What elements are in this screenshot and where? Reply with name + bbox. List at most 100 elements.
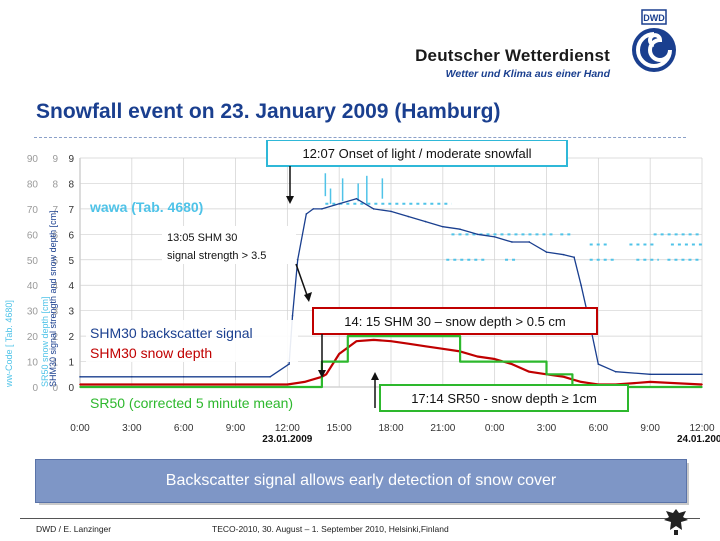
y-tick-label: 10 xyxy=(27,358,39,369)
legend-wawa: wawa (Tab. 4680) xyxy=(89,199,203,215)
series-point xyxy=(545,251,548,253)
series-point xyxy=(701,386,703,388)
series-point xyxy=(372,339,375,341)
onset-arrowhead xyxy=(286,196,294,204)
series-point xyxy=(288,363,290,365)
x-tick-label: 18:00 xyxy=(378,423,403,434)
y-tick-label: 8 xyxy=(68,179,74,190)
series-point xyxy=(376,335,379,337)
series-point xyxy=(459,335,461,337)
series-point xyxy=(79,376,81,378)
series-point xyxy=(355,340,358,342)
federal-eagle-icon xyxy=(662,506,690,536)
dwd-wordmark: Deutscher Wetterdienst Wetter und Klima … xyxy=(415,46,610,80)
series-point xyxy=(296,258,299,261)
chart-annotations: 12:07 Onset of light / moderate snowfall… xyxy=(162,140,629,412)
y-tick-label: 1 xyxy=(68,358,74,369)
series-point xyxy=(303,381,306,383)
y-tick-label: 3 xyxy=(52,307,58,318)
onset-annotation-label: 12:07 Onset of light / moderate snowfall xyxy=(302,146,531,161)
legend-sr50-box xyxy=(86,391,354,413)
y-tick-label: 80 xyxy=(27,179,39,190)
shm-signal-annotation-box xyxy=(162,226,296,264)
y-tick-label: 9 xyxy=(68,154,74,165)
series-point xyxy=(562,376,565,378)
series-point xyxy=(269,383,271,386)
y-axis-label: ww-Code [ Tab. 4680] xyxy=(4,300,14,388)
series-point xyxy=(131,376,133,378)
series-point xyxy=(424,345,427,348)
sr50-annotation-box xyxy=(379,384,629,412)
series-point xyxy=(347,360,349,363)
x-tick-label: 3:00 xyxy=(122,423,142,434)
x-tick-label: 15:00 xyxy=(327,423,352,434)
y-tick-label: 7 xyxy=(52,205,58,216)
x-tick-label: 6:00 xyxy=(589,423,609,434)
series-point xyxy=(321,208,323,210)
footer-divider xyxy=(20,518,700,519)
series-point xyxy=(355,197,358,200)
y-tick-label: 2 xyxy=(52,332,58,343)
shm-signal-arrowhead xyxy=(304,292,312,302)
series-point xyxy=(528,241,531,243)
series-point xyxy=(338,353,340,355)
y-tick-label: 40 xyxy=(27,281,39,292)
y-axis-label: SHM30 signal strength and snow depth [cm… xyxy=(48,210,58,387)
series-point xyxy=(321,386,323,388)
series-point xyxy=(649,373,651,376)
x-tick-label: 6:00 xyxy=(174,423,194,434)
y-tick-label: 0 xyxy=(32,383,38,394)
series-point xyxy=(511,241,513,243)
y-tick-label: 2 xyxy=(68,332,74,343)
x-tick-label: 3:00 xyxy=(537,423,557,434)
series-point xyxy=(562,253,565,256)
shm-depth-annotation-label: 14: 15 SHM 30 – snow depth > 0.5 cm xyxy=(344,314,566,329)
y-axis-label: SR50 snow depth [cm] xyxy=(40,296,50,387)
slide-title: Snowfall event on 23. January 2009 (Hamb… xyxy=(36,100,501,123)
wawa-series xyxy=(324,173,702,261)
y-tick-label: 9 xyxy=(52,154,58,165)
series-point xyxy=(459,360,461,363)
banner-text: Backscatter signal allows early detectio… xyxy=(165,472,557,489)
series-point xyxy=(588,382,591,384)
series-point xyxy=(701,373,703,376)
series-point xyxy=(407,215,410,218)
series-point xyxy=(511,363,513,365)
series-point xyxy=(325,373,328,376)
conclusion-banner: Backscatter signal allows early detectio… xyxy=(35,459,687,503)
org-name: Deutscher Wetterdienst xyxy=(415,46,610,65)
shm-signal-arrow xyxy=(295,263,309,299)
footer-conference: TECO-2010, 30. August – 1. September 201… xyxy=(212,524,449,534)
series-point xyxy=(580,381,582,383)
series-point xyxy=(305,213,308,215)
y-tick-label: 6 xyxy=(52,230,58,241)
y-tick-label: 5 xyxy=(68,256,74,267)
x-tick-label: 12:00 xyxy=(689,423,714,434)
y-tick-label: 60 xyxy=(27,230,39,241)
shm-depth-arrowhead xyxy=(318,370,326,378)
y-tick-label: 0 xyxy=(52,383,58,394)
chart-legend: wawa (Tab. 4680) SHM30 backscatter signa… xyxy=(86,199,354,413)
title-divider xyxy=(34,137,686,138)
sr50-arrowhead xyxy=(371,372,379,380)
series-point xyxy=(347,335,349,337)
emblem-text: DWD xyxy=(643,13,665,23)
y-tick-label: 4 xyxy=(52,281,58,292)
x-tick-label: 0:00 xyxy=(70,423,90,434)
x-date-label: 23.01.2009 xyxy=(262,434,312,445)
y-tick-label: 20 xyxy=(27,332,39,343)
x-tick-label: 21:00 xyxy=(430,423,455,434)
shm-signal-annotation-line1: 13:05 SHM 30 xyxy=(167,232,237,244)
x-tick-label: 9:00 xyxy=(226,423,246,434)
series-point xyxy=(701,383,703,386)
y-tick-label: 90 xyxy=(27,154,39,165)
series-point xyxy=(493,236,496,238)
series-point xyxy=(372,208,375,210)
series-line xyxy=(80,338,703,386)
y-tick-label: 1 xyxy=(52,358,58,369)
series-point xyxy=(545,360,548,363)
dwd-logo-icon: DWD xyxy=(624,8,684,76)
series-point xyxy=(269,376,271,378)
y-tick-label: 30 xyxy=(27,307,39,318)
